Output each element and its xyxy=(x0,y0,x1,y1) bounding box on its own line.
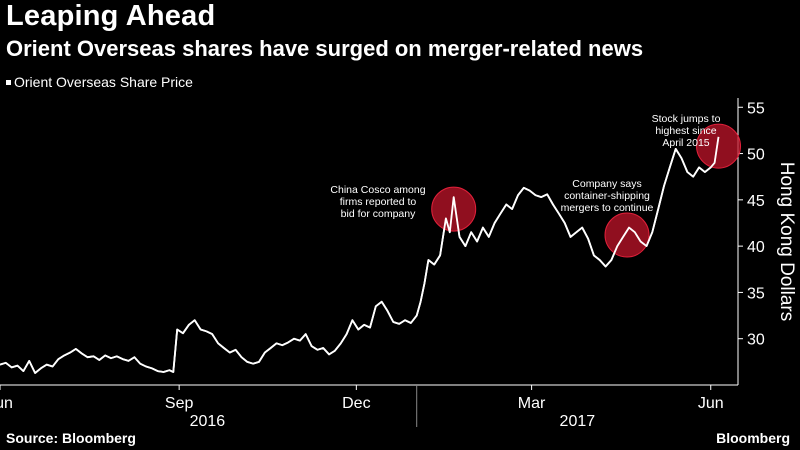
legend: Orient Overseas Share Price xyxy=(6,74,193,90)
brand-logo: Bloomberg xyxy=(716,430,790,446)
x-tick-label: Mar xyxy=(518,395,546,412)
annotation-text: mergers to continue xyxy=(561,202,654,214)
x-tick-label: Sep xyxy=(165,395,194,412)
x-tick-label: Jun xyxy=(0,395,13,412)
annotation-circle xyxy=(604,212,650,258)
y-tick-label: 40 xyxy=(747,239,765,256)
x-tick-label: Dec xyxy=(342,395,370,412)
legend-label: Orient Overseas Share Price xyxy=(14,74,193,90)
annotation-text: April 2015 xyxy=(662,137,709,149)
y-tick-label: 50 xyxy=(747,147,765,164)
year-label: 2016 xyxy=(190,413,226,430)
x-tick-label: Jun xyxy=(698,395,724,412)
annotation-text: firms reported to xyxy=(340,196,417,208)
y-tick-label: 55 xyxy=(747,100,765,117)
series-line xyxy=(0,136,720,374)
series-line-overlay xyxy=(0,136,720,374)
annotation-text: container-shipping xyxy=(564,190,650,202)
y-tick-label: 45 xyxy=(747,193,765,210)
annotation-circle xyxy=(431,186,477,232)
annotation-text: Company says xyxy=(572,178,641,190)
y-tick-label: 30 xyxy=(747,332,765,349)
annotation-text: Stock jumps to xyxy=(652,113,721,125)
annotation-text: China Cosco among xyxy=(330,184,425,196)
y-tick-label: 35 xyxy=(747,285,765,302)
y-axis-label: Hong Kong Dollars xyxy=(776,162,797,321)
chart-title: Leaping Ahead xyxy=(6,0,216,32)
annotation-circle xyxy=(696,123,742,169)
legend-swatch xyxy=(6,80,11,85)
annotation-text: bid for company xyxy=(341,208,416,220)
year-label: 2017 xyxy=(560,413,596,430)
annotation-text: highest since xyxy=(655,125,716,137)
source-note: Source: Bloomberg xyxy=(6,430,136,446)
chart-subtitle: Orient Overseas shares have surged on me… xyxy=(6,36,644,61)
